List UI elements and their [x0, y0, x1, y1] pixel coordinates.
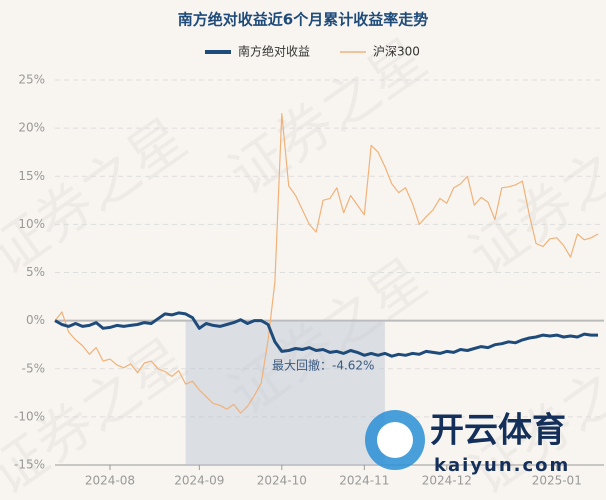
series-line [54, 311, 598, 358]
chart-title: 南方绝对收益近6个月累计收益率走势 [178, 11, 428, 29]
y-tick-label: 15% [18, 169, 45, 183]
y-tick-label: 20% [18, 121, 45, 135]
logo-ball-inner [377, 422, 413, 458]
x-tick-label: 2025-01 [532, 474, 582, 488]
y-tick-label: 5% [26, 265, 45, 279]
y-tick-label: -5% [22, 361, 45, 375]
legend-label: 南方绝对收益 [238, 44, 310, 59]
drawdown-region [185, 320, 385, 465]
x-tick-label: 2024-10 [257, 474, 307, 488]
logo-url: kaiyun.com [434, 455, 570, 476]
watermark: 证券之星 [458, 106, 606, 288]
x-tick-label: 2024-12 [422, 474, 472, 488]
y-tick-label: 0% [26, 313, 45, 327]
y-tick-label: 10% [18, 217, 45, 231]
legend-label: 沪深300 [373, 45, 420, 59]
series-line [54, 113, 599, 414]
y-tick-label: -10% [14, 409, 45, 423]
x-tick-label: 2024-11 [339, 474, 389, 488]
annotation: 最大回撤：-4.62% [272, 358, 374, 373]
logo-text: 开云体育 [430, 411, 566, 451]
x-tick-label: 2024-09 [174, 474, 224, 488]
y-tick-label: 25% [18, 73, 45, 87]
x-tick-label: 2024-08 [85, 474, 135, 488]
y-tick-label: -15% [14, 458, 45, 472]
